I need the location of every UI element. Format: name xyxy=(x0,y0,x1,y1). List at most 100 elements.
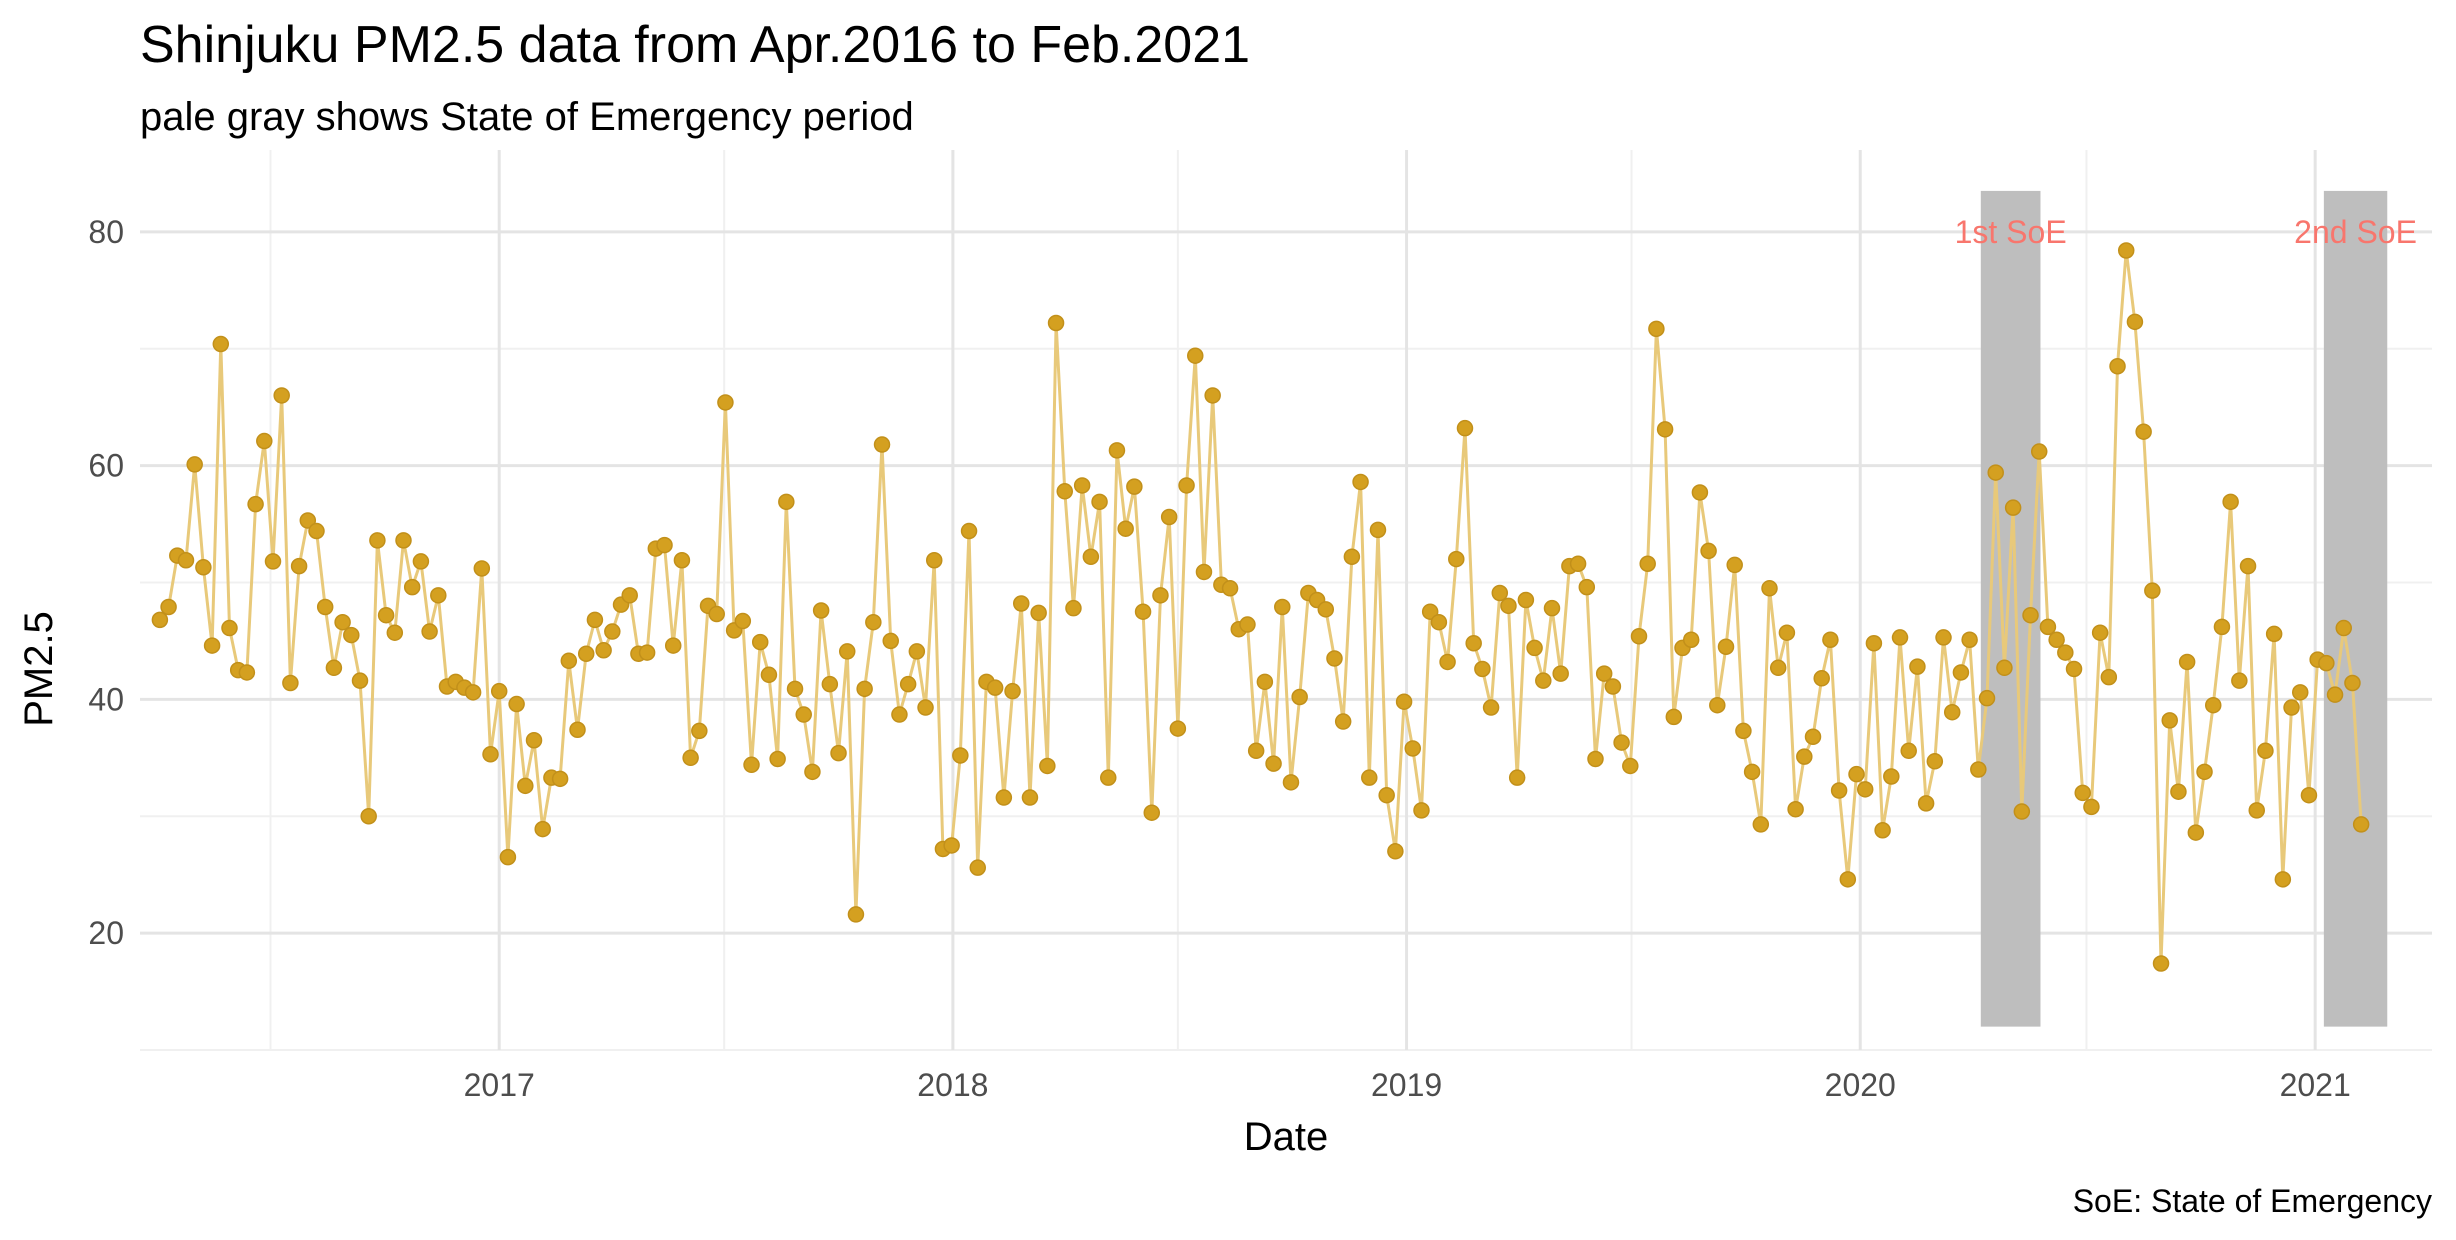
data-point xyxy=(282,674,299,692)
data-point xyxy=(1039,757,1056,775)
soe-band-label: 1st SoE xyxy=(1955,214,2067,250)
x-tick-label: 2020 xyxy=(1825,1067,1896,1103)
data-point xyxy=(1178,477,1195,494)
data-point xyxy=(2083,798,2100,816)
data-point xyxy=(1326,650,1343,667)
data-point xyxy=(882,632,899,650)
data-point xyxy=(1665,708,1683,726)
data-point xyxy=(2048,631,2065,648)
data-point xyxy=(2091,624,2109,641)
y-axis-ticks: 20 40 60 80 xyxy=(88,214,124,951)
data-point xyxy=(186,456,203,473)
data-point xyxy=(1169,720,1187,737)
data-point xyxy=(2109,357,2126,375)
data-point xyxy=(1143,804,1161,821)
data-point xyxy=(1743,763,1761,781)
x-tick-label: 2019 xyxy=(1371,1067,1442,1103)
data-point xyxy=(1500,597,1517,615)
data-point xyxy=(2144,582,2161,599)
y-axis-title: PM2.5 xyxy=(17,611,61,727)
data-point xyxy=(1378,786,1395,804)
data-point xyxy=(804,763,821,781)
data-point xyxy=(2152,955,2170,972)
x-tick-label: 2021 xyxy=(2280,1067,2351,1103)
data-point xyxy=(952,747,969,764)
data-point xyxy=(1996,659,2013,677)
data-point xyxy=(1796,748,1813,765)
data-point xyxy=(1735,722,1752,740)
data-point xyxy=(1761,580,1778,597)
data-point xyxy=(2335,619,2353,637)
data-point xyxy=(195,559,212,576)
data-point xyxy=(177,552,195,569)
data-point xyxy=(264,553,282,570)
data-point xyxy=(343,626,360,644)
data-point xyxy=(1221,580,1239,597)
data-point xyxy=(1134,603,1152,620)
x-tick-label: 2017 xyxy=(464,1067,535,1103)
data-point xyxy=(899,675,917,693)
data-point xyxy=(1430,613,1448,631)
data-point xyxy=(891,706,908,723)
data-point xyxy=(499,848,517,866)
data-point xyxy=(621,587,638,604)
data-point xyxy=(1117,520,1134,537)
data-point xyxy=(1909,658,1926,675)
soe-bands xyxy=(1980,190,2388,1027)
data-point xyxy=(1065,599,1082,617)
data-point xyxy=(316,598,334,616)
data-point xyxy=(1517,591,1535,609)
data-point xyxy=(360,807,377,825)
data-point xyxy=(482,746,499,763)
data-point xyxy=(1421,603,1439,620)
data-point xyxy=(1291,688,1308,706)
data-point xyxy=(2187,824,2205,841)
data-point xyxy=(691,722,708,740)
data-point xyxy=(2170,783,2187,800)
data-point xyxy=(2239,557,2257,575)
data-point xyxy=(821,675,839,693)
data-point xyxy=(369,532,386,549)
data-point xyxy=(490,682,508,700)
data-point xyxy=(534,820,551,838)
data-point xyxy=(1900,742,1917,760)
data-point xyxy=(1883,768,1900,785)
data-point xyxy=(1456,419,1474,437)
data-point xyxy=(2196,763,2213,781)
y-tick-label: 20 xyxy=(88,915,124,951)
data-point xyxy=(403,578,421,596)
data-point xyxy=(1152,587,1169,604)
data-point xyxy=(151,611,169,629)
data-point xyxy=(1891,629,1909,646)
data-point xyxy=(751,633,769,651)
data-point xyxy=(1639,555,1656,573)
data-point xyxy=(2013,803,2031,820)
band-labels: 1st SoE 2nd SoE xyxy=(1955,214,2417,250)
data-point xyxy=(1709,696,1726,714)
data-point xyxy=(1474,660,1491,678)
data-points xyxy=(151,242,2370,972)
data-point xyxy=(1587,750,1604,768)
data-point xyxy=(873,436,891,453)
data-point xyxy=(1970,761,1987,778)
data-point xyxy=(1856,781,1874,798)
data-point xyxy=(838,643,856,660)
data-point xyxy=(1822,631,1839,648)
data-point xyxy=(717,394,734,411)
data-point xyxy=(1247,742,1265,760)
data-point xyxy=(2222,493,2239,511)
data-point xyxy=(1100,769,1117,786)
data-point xyxy=(865,613,882,631)
data-point xyxy=(1282,774,1300,791)
chart-title: Shinjuku PM2.5 data from Apr.2016 to Feb… xyxy=(140,16,1250,74)
data-point xyxy=(1448,550,1465,568)
data-point xyxy=(1465,634,1482,652)
data-point xyxy=(1526,639,1543,657)
data-point xyxy=(1352,473,1369,491)
data-point xyxy=(1108,442,1126,459)
data-point xyxy=(212,335,230,353)
data-point xyxy=(1343,548,1361,566)
data-point xyxy=(2117,242,2135,259)
data-point xyxy=(299,512,317,529)
data-point xyxy=(856,680,873,698)
